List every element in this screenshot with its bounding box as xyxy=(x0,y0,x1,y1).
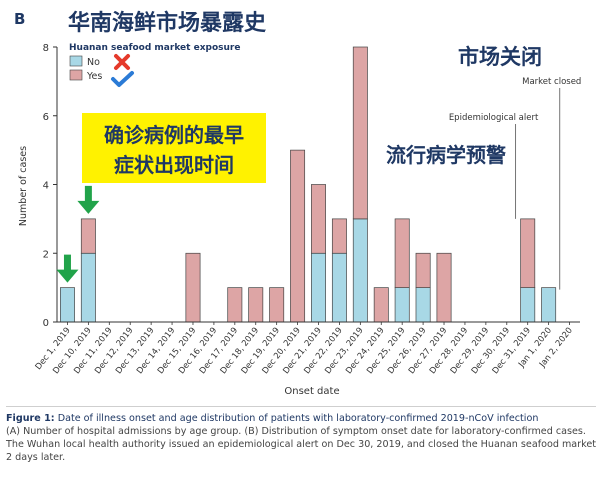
bar-no xyxy=(331,252,347,323)
bar-yes xyxy=(436,252,452,323)
watermark: Vigorous Cooler xyxy=(110,191,237,210)
bar-no xyxy=(352,218,368,323)
legend-swatch-no xyxy=(69,55,83,67)
blue-check-icon xyxy=(111,71,134,87)
caption-body: (A) Number of hospital admissions by age… xyxy=(6,426,597,463)
overlay-title-cn: 华南海鲜市场暴露史 xyxy=(68,10,267,36)
bar-no xyxy=(520,287,536,323)
bar-no xyxy=(80,252,96,323)
arrow-down-icon xyxy=(56,254,79,283)
caption-title: Figure 1: Date of illness onset and age … xyxy=(6,412,596,425)
y-tick-label: 0 xyxy=(43,318,49,329)
legend-label-yes: Yes xyxy=(86,71,102,82)
epi-alert-cn: 流行病学预警 xyxy=(386,143,506,167)
legend-title: Huanan seafood market exposure xyxy=(69,43,240,53)
panel-label: B xyxy=(14,10,25,28)
bar-yes xyxy=(185,252,201,323)
arrow-down-icon xyxy=(77,185,100,214)
bar-yes xyxy=(311,184,326,254)
caption-figure-number: Figure 1: xyxy=(6,413,55,424)
bar-yes xyxy=(290,149,306,323)
caption-divider xyxy=(6,406,596,407)
market-closed-cn: 市场关闭 xyxy=(458,45,542,69)
bar-yes xyxy=(269,287,285,323)
highlight-box xyxy=(82,113,266,183)
x-axis-label: Onset date xyxy=(284,386,339,397)
epi-alert-label: Epidemiological alert xyxy=(449,113,539,123)
bar-yes xyxy=(373,287,389,323)
caption-title-text: Date of illness onset and age distributi… xyxy=(54,413,539,424)
y-axis-label: Number of cases xyxy=(18,146,29,226)
bar-no xyxy=(394,287,410,323)
y-tick-label: 8 xyxy=(43,43,49,54)
bar-yes xyxy=(80,218,96,254)
figure-caption: Figure 1: Date of illness onset and age … xyxy=(6,412,596,464)
earliest-onset-callout: 确诊病例的最早 症状出现时间 xyxy=(82,113,266,183)
bar-no xyxy=(311,252,326,323)
bar-yes xyxy=(227,287,243,323)
legend-swatch-yes xyxy=(69,69,83,81)
bar-yes xyxy=(352,46,368,220)
bar-yes xyxy=(520,218,536,288)
y-tick-label: 2 xyxy=(43,249,49,260)
earliest-onset-line2: 症状出现时间 xyxy=(114,153,234,177)
bar-yes xyxy=(248,287,264,323)
bar-no xyxy=(59,287,75,323)
bar-yes xyxy=(331,218,347,254)
red-cross-icon xyxy=(114,54,130,70)
earliest-onset-line1: 确诊病例的最早 xyxy=(104,123,244,147)
legend: Huanan seafood market exposure No Yes xyxy=(69,43,240,87)
bar-yes xyxy=(394,218,410,288)
y-tick-label: 4 xyxy=(43,181,49,192)
legend-label-no: No xyxy=(87,57,100,68)
bar-no xyxy=(415,287,431,323)
bar-no xyxy=(541,287,557,323)
y-tick-label: 6 xyxy=(43,112,49,123)
market-closed-label: Market closed xyxy=(522,77,581,87)
bar-yes xyxy=(415,252,431,288)
